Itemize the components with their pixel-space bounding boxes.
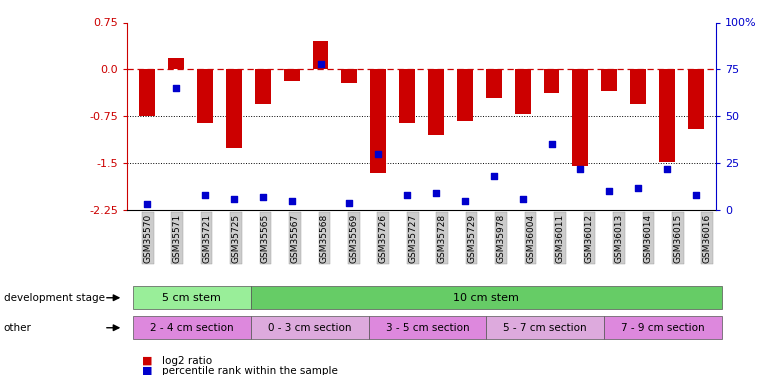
Bar xyxy=(255,69,271,104)
Bar xyxy=(226,69,242,147)
Bar xyxy=(659,69,675,162)
Text: ■: ■ xyxy=(142,356,153,366)
Point xyxy=(343,200,356,206)
Point xyxy=(170,85,182,91)
Text: percentile rank within the sample: percentile rank within the sample xyxy=(162,366,337,375)
Bar xyxy=(313,41,329,69)
Bar xyxy=(428,69,444,135)
Bar xyxy=(197,69,213,123)
Bar xyxy=(399,69,415,123)
Text: ■: ■ xyxy=(142,366,153,375)
Text: GSM36011: GSM36011 xyxy=(555,214,564,263)
Text: 7 - 9 cm section: 7 - 9 cm section xyxy=(621,323,705,333)
Text: log2 ratio: log2 ratio xyxy=(162,356,212,366)
Bar xyxy=(544,69,560,93)
Point xyxy=(314,61,326,67)
Point xyxy=(487,173,500,179)
Text: GSM36013: GSM36013 xyxy=(614,214,624,263)
Bar xyxy=(168,58,184,69)
Bar xyxy=(341,69,357,83)
Point xyxy=(690,192,702,198)
Text: GSM35565: GSM35565 xyxy=(261,214,270,263)
Bar xyxy=(283,69,300,81)
Text: 5 - 7 cm section: 5 - 7 cm section xyxy=(504,323,587,333)
Text: 10 cm stem: 10 cm stem xyxy=(454,293,519,303)
Text: GSM36016: GSM36016 xyxy=(703,214,711,263)
Text: other: other xyxy=(4,323,32,333)
Point xyxy=(401,192,413,198)
Point xyxy=(286,198,298,204)
Text: GSM35569: GSM35569 xyxy=(350,214,358,263)
Bar xyxy=(601,69,618,91)
Point xyxy=(603,188,615,194)
Bar xyxy=(572,69,588,166)
Point xyxy=(228,196,240,202)
Text: GSM35568: GSM35568 xyxy=(320,214,329,263)
Point xyxy=(199,192,211,198)
Text: 5 cm stem: 5 cm stem xyxy=(162,293,221,303)
Point xyxy=(517,196,529,202)
Point xyxy=(372,151,384,157)
Text: GSM35570: GSM35570 xyxy=(143,214,152,263)
Bar xyxy=(630,69,646,104)
Text: GSM35727: GSM35727 xyxy=(408,214,417,263)
Text: GSM35728: GSM35728 xyxy=(437,214,447,263)
Text: GSM35726: GSM35726 xyxy=(379,214,388,263)
Text: GSM35721: GSM35721 xyxy=(202,214,211,263)
Point xyxy=(256,194,269,200)
Point xyxy=(632,184,644,190)
Text: GSM36012: GSM36012 xyxy=(585,214,594,263)
Text: GSM35567: GSM35567 xyxy=(290,214,300,263)
Text: 0 - 3 cm section: 0 - 3 cm section xyxy=(268,323,351,333)
Point xyxy=(459,198,471,204)
Text: GSM36004: GSM36004 xyxy=(526,214,535,263)
Text: GSM36015: GSM36015 xyxy=(673,214,682,263)
Bar xyxy=(486,69,502,98)
Text: GSM35571: GSM35571 xyxy=(172,214,182,263)
Text: 3 - 5 cm section: 3 - 5 cm section xyxy=(386,323,469,333)
Bar xyxy=(139,69,156,116)
Text: GSM35725: GSM35725 xyxy=(232,214,240,263)
Bar xyxy=(457,69,473,121)
Text: GSM35978: GSM35978 xyxy=(497,214,506,263)
Point xyxy=(141,201,153,207)
Text: GSM35729: GSM35729 xyxy=(467,214,476,263)
Point xyxy=(430,190,442,196)
Text: 2 - 4 cm section: 2 - 4 cm section xyxy=(150,323,233,333)
Text: GSM36014: GSM36014 xyxy=(644,214,653,263)
Point xyxy=(574,166,587,172)
Bar xyxy=(370,69,387,172)
Bar xyxy=(688,69,704,129)
Text: development stage: development stage xyxy=(4,293,105,303)
Point xyxy=(661,166,673,172)
Bar xyxy=(514,69,531,114)
Point xyxy=(545,141,557,147)
